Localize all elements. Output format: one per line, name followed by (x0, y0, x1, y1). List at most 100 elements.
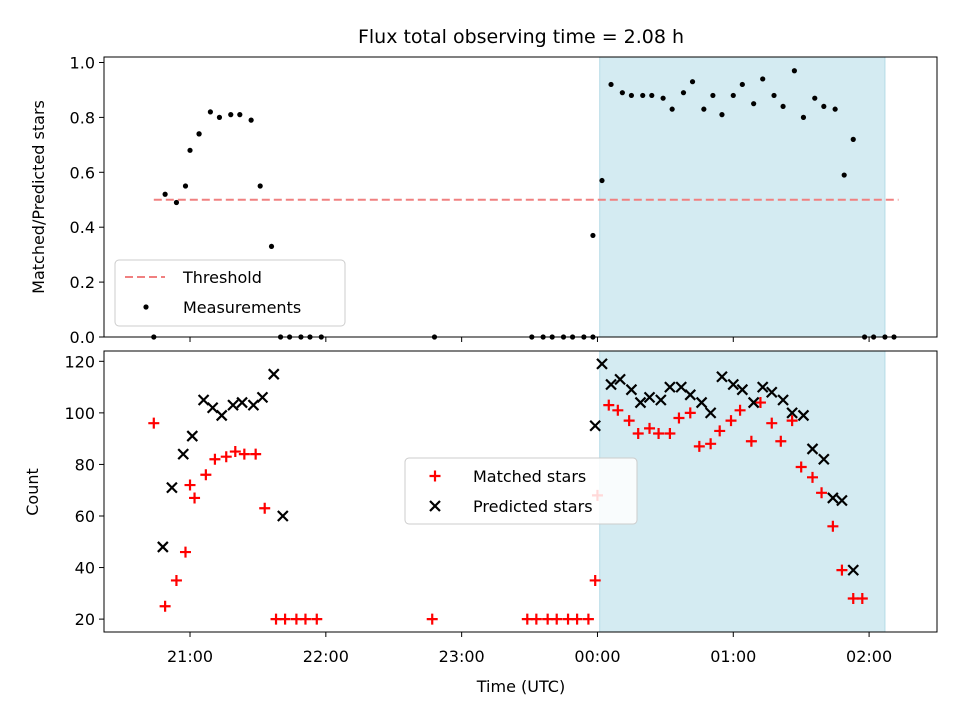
bottom-panel: 20 40 60 80 100 120 21:00 22:00 23:00 00:00 01:00 0… (64, 350, 938, 666)
predicted-star-point (157, 541, 169, 553)
predicted-star-point (664, 381, 676, 393)
measurement-point (187, 147, 193, 153)
measurement-point (182, 183, 189, 189)
measurement-point (608, 81, 614, 88)
matched-star-point (664, 427, 676, 439)
measurement-point (791, 68, 797, 74)
measurement-point (237, 112, 243, 118)
measurement-point (701, 106, 707, 112)
legend-predicted-swatch (429, 500, 441, 512)
measurement-point (832, 106, 838, 112)
y-tick-label: 0.0 (70, 328, 95, 347)
predicted-star-point (655, 394, 667, 406)
measurement-point (248, 117, 254, 123)
measurement-point (628, 92, 635, 99)
legend-measurement-swatch (143, 304, 149, 310)
plot-frame (103, 350, 938, 633)
measurement-point (216, 114, 223, 120)
measurement-point (640, 92, 646, 99)
measurement-point (760, 76, 766, 82)
matched-star-point (189, 492, 201, 504)
matched-star-point (856, 592, 868, 604)
matched-star-point (551, 613, 563, 625)
predicted-star-point (786, 407, 798, 419)
matched-star-point (603, 399, 615, 411)
legend-threshold-label: Threshold (182, 268, 262, 287)
measurement-point (660, 95, 666, 101)
measurement-point (689, 79, 696, 85)
predicted-star-point (704, 407, 717, 419)
predicted-star-point (727, 378, 740, 391)
predicted-star-point (215, 409, 228, 422)
measurement-point (680, 90, 687, 96)
matched-star-point (159, 600, 171, 612)
matched-star-point (209, 453, 221, 465)
y-tick-label: 1.0 (70, 53, 95, 72)
measurement-point (207, 109, 213, 115)
measurement-point (821, 103, 827, 110)
predicted-star-point (777, 394, 789, 406)
matched-star-point (623, 415, 635, 427)
y-tick-label: 0.2 (70, 273, 95, 292)
top-panel: 0.0 0.2 0.4 0.6 0.8 1.0 Threshold Measurements (70, 53, 938, 347)
measurement-point (669, 106, 675, 112)
predicted-star-point (614, 373, 626, 386)
bottom-legend: Matched stars Predicted stars (404, 457, 638, 525)
predicted-star-point (589, 419, 601, 432)
measurement-point (771, 92, 777, 99)
matched-star-point (311, 613, 323, 625)
predicted-star-point (747, 396, 760, 409)
predicted-star-point (716, 371, 728, 383)
measurement-point (173, 199, 180, 206)
measurement-point (619, 90, 625, 96)
matched-star-point (754, 397, 766, 409)
measurement-point (812, 95, 818, 101)
matched-star-point (673, 412, 685, 424)
x-tick-label: 21:00 (167, 647, 213, 666)
matched-star-point (184, 479, 196, 491)
x-tick-label: 01:00 (710, 647, 756, 666)
y-tick-label: 0.4 (70, 218, 95, 237)
predicted-star-point (765, 386, 778, 399)
matched-star-point (530, 613, 542, 625)
x-tick-label: 22:00 (303, 647, 349, 666)
matched-star-point (612, 404, 624, 416)
matched-star-point (644, 422, 656, 434)
matched-star-point (220, 451, 232, 463)
matched-star-point (827, 520, 839, 532)
matched-star-point (200, 469, 212, 481)
matched-star-point (170, 574, 182, 586)
matched-star-point (653, 427, 665, 439)
predicted-star-point (847, 564, 860, 576)
predicted-star-point (267, 368, 280, 380)
measurement-point (196, 131, 202, 137)
predicted-star-point (227, 399, 239, 411)
predicted-star-point (247, 399, 260, 411)
predicted-star-point (605, 378, 617, 391)
x-tick-label: 00:00 (574, 647, 620, 666)
measurement-point (257, 183, 263, 189)
y-tick-label: 80 (75, 455, 95, 474)
matched-star-point (766, 417, 778, 429)
legend-measurement-label: Measurements (183, 298, 301, 317)
measurement-point (590, 232, 596, 239)
matched-star-point (229, 446, 241, 458)
bottom-y-axis-label: Count (23, 468, 42, 516)
chart-title: Flux total observing time = 2.08 h (358, 26, 684, 48)
predicted-star-point (756, 381, 769, 393)
predicted-star-point (818, 453, 830, 466)
matched-star-point (238, 448, 250, 460)
matched-star-point (786, 415, 798, 427)
predicted-star-point (836, 494, 848, 507)
y-tick-label: 20 (75, 610, 95, 629)
y-tick-label: 0.6 (70, 163, 95, 182)
measurement-point (730, 92, 736, 99)
y-tick-label: 40 (75, 559, 95, 578)
y-tick-label: 120 (64, 352, 95, 371)
predicted-star-point (166, 481, 178, 494)
matched-star-point (795, 461, 807, 473)
matched-star-point (775, 435, 787, 447)
legend-box (404, 457, 638, 525)
matched-star-point (179, 546, 191, 558)
y-tick-label: 0.8 (70, 108, 95, 127)
